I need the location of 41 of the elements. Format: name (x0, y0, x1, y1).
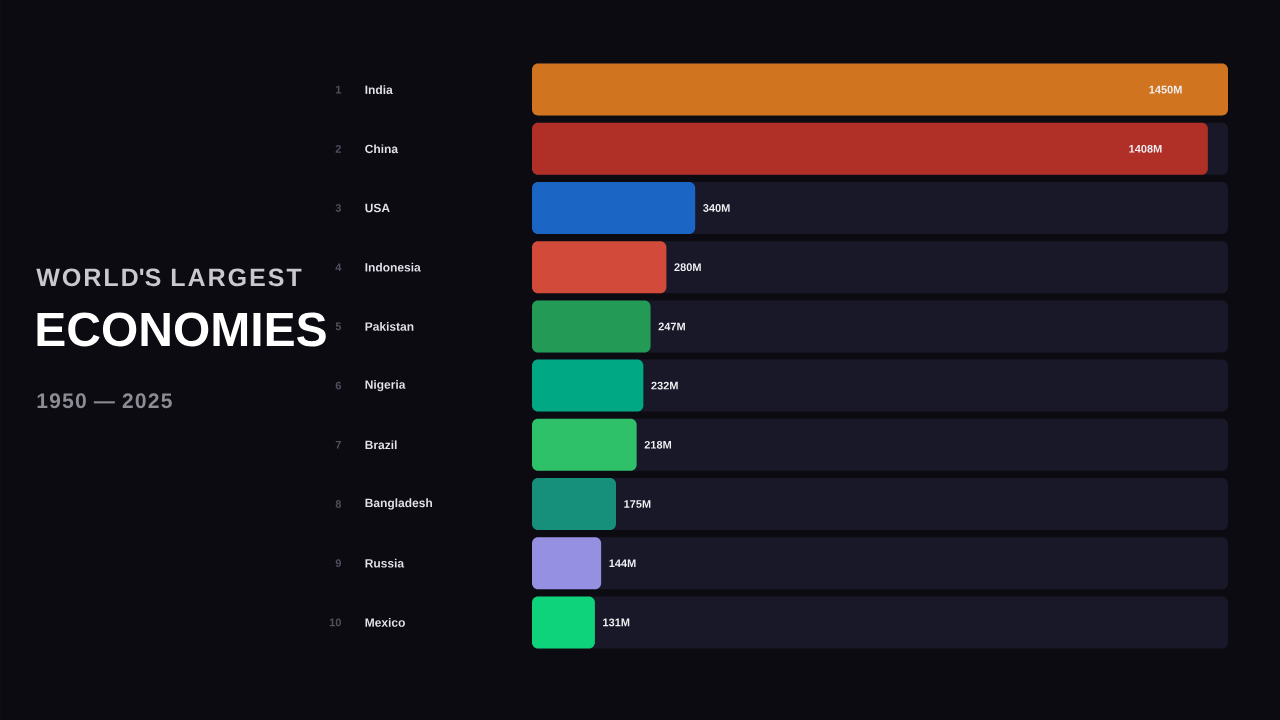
bar (532, 596, 595, 649)
data-label: 218M (644, 440, 672, 449)
bar (532, 241, 667, 294)
y-tick-label: Bangladesh (365, 498, 432, 510)
y-tick-label: Mexico (365, 617, 405, 627)
text: 8 (335, 500, 342, 508)
data-label: 1450M (1149, 85, 1182, 94)
text: 7 (335, 441, 341, 449)
data-label: 340M (703, 204, 730, 212)
y-tick-label: Nigeria (365, 379, 406, 392)
data-label: 1408M (1129, 144, 1162, 153)
data-label: 144M (609, 559, 636, 567)
data-label: 247M (658, 322, 685, 331)
data-label: 280M (674, 263, 701, 272)
bar (532, 418, 637, 471)
bar (532, 181, 696, 234)
data-label: 175M (624, 500, 651, 508)
data-label: 131M (603, 618, 630, 627)
text: WORLD'S LARGEST (36, 268, 302, 287)
y-tick-label: India (365, 85, 393, 95)
text: 4 (335, 263, 342, 271)
text: 1950 — 2025 (37, 393, 172, 409)
y-tick-label: Indonesia (365, 262, 421, 272)
y-tick-label: Russia (365, 558, 405, 568)
bar (532, 537, 602, 590)
text: 1 (335, 85, 342, 94)
y-tick-label: China (365, 144, 399, 154)
text: 3 (335, 204, 342, 212)
text: 9 (335, 559, 341, 568)
data-label: 232M (651, 381, 678, 390)
bar (532, 477, 617, 530)
y-tick-label: Brazil (365, 440, 397, 450)
y-tick-label: Pakistan (365, 321, 414, 331)
text: 10 (329, 618, 341, 627)
bar (532, 359, 644, 412)
bar (532, 300, 651, 353)
y-tick-label: USA (365, 203, 390, 213)
text: 6 (335, 381, 342, 390)
text: 2 (335, 144, 341, 153)
text: ECONOMIES (37, 312, 326, 347)
text: 5 (335, 322, 342, 331)
